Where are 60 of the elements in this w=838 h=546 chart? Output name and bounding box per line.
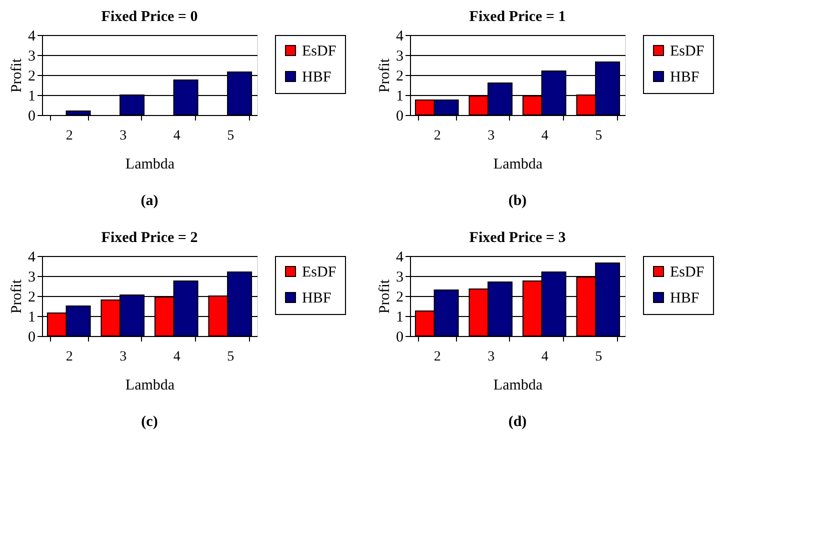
y-tick-label: 2: [28, 68, 36, 84]
legend-label: EsDF: [670, 264, 704, 280]
text: (b): [508, 193, 527, 209]
text: (c): [141, 414, 158, 430]
y-tick-label: 3: [396, 270, 404, 286]
text: (d): [508, 414, 527, 430]
x-tick-label: 4: [173, 128, 180, 144]
x-tick-label: 5: [227, 128, 234, 144]
x-axis-title: Lambda: [493, 156, 543, 172]
legend-label: HBF: [670, 290, 700, 306]
y-axis-title: Profit: [377, 278, 393, 314]
x-tick-label: 5: [595, 128, 602, 144]
x-tick-label: 2: [434, 128, 441, 144]
legend-label: EsDF: [670, 44, 704, 60]
y-tick-label: 0: [28, 108, 36, 124]
y-axis-title: Profit: [377, 58, 393, 93]
y-tick-label: 0: [396, 330, 404, 346]
y-tick-label: 1: [28, 88, 36, 104]
x-axis-title: Lambda: [125, 156, 175, 172]
y-tick-label: 2: [28, 290, 36, 306]
y-axis-title: Profit: [9, 58, 25, 93]
x-tick-label: 3: [488, 350, 495, 364]
y-tick-label: 0: [396, 108, 404, 124]
x-tick-label: 4: [541, 350, 548, 364]
x-tick-label: 4: [173, 350, 180, 364]
chart-title: Fixed Price = 0: [101, 9, 198, 25]
text: (a): [140, 193, 158, 209]
y-tick-label: 1: [396, 88, 404, 104]
y-tick-label: 4: [28, 250, 36, 266]
legend-label: HBF: [670, 70, 700, 86]
y-tick-label: 2: [396, 68, 404, 84]
x-tick-label: 5: [227, 350, 234, 364]
legend-label: EsDF: [302, 44, 336, 60]
y-tick-label: 3: [396, 48, 404, 64]
x-axis-title: Lambda: [493, 378, 543, 394]
y-tick-label: 2: [396, 290, 404, 306]
y-tick-label: 3: [28, 48, 36, 64]
y-tick-label: 4: [396, 28, 404, 44]
x-tick-label: 2: [66, 128, 73, 144]
x-tick-label: 3: [120, 350, 127, 364]
chart-title: Fixed Price = 3: [469, 230, 566, 246]
x-tick-label: 2: [66, 350, 73, 364]
y-tick-label: 1: [396, 310, 404, 326]
x-axis-title: Lambda: [125, 378, 175, 394]
y-tick-label: 1: [28, 310, 36, 326]
chart-title: Fixed Price = 2: [101, 230, 198, 246]
y-tick-label: 4: [28, 28, 36, 44]
y-axis-title: Profit: [9, 278, 25, 314]
legend-label: HBF: [302, 70, 332, 86]
chart-title: Fixed Price = 1: [469, 9, 566, 25]
legend-label: EsDF: [302, 264, 336, 280]
x-tick-label: 4: [541, 128, 548, 144]
x-tick-label: 3: [120, 128, 127, 144]
y-tick-label: 0: [28, 330, 36, 346]
x-tick-label: 2: [434, 350, 441, 364]
x-tick-label: 5: [595, 350, 602, 364]
y-tick-label: 4: [396, 250, 404, 266]
y-tick-label: 3: [28, 270, 36, 286]
legend-label: HBF: [302, 290, 332, 306]
x-tick-label: 3: [488, 128, 495, 144]
